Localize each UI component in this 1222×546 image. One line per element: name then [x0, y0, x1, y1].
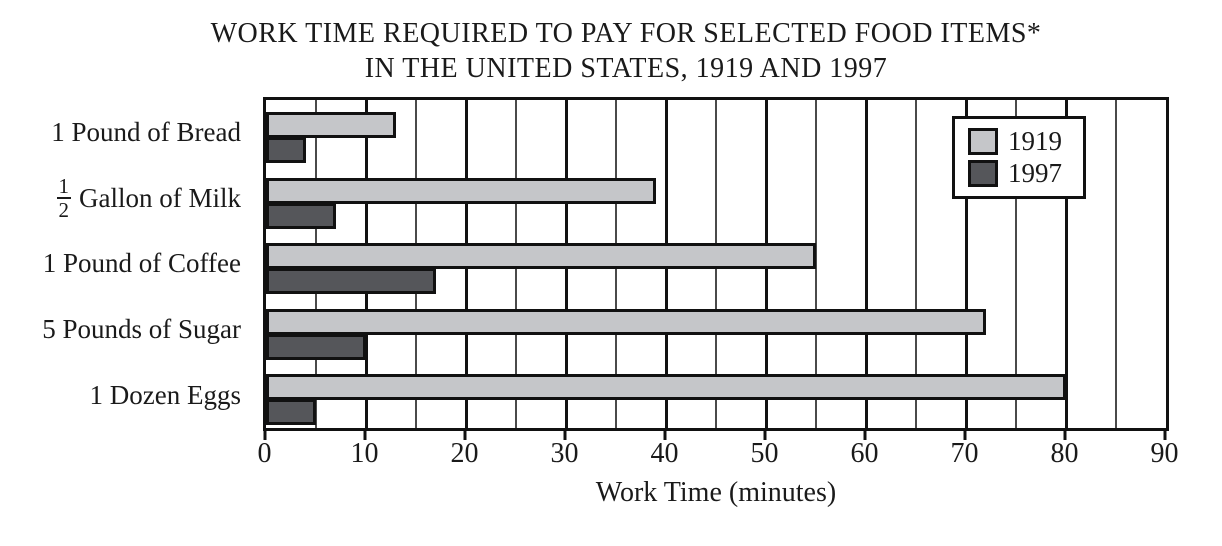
category-label-text: 5 Pounds of Sugar — [42, 314, 241, 345]
x-tick-label-20: 20 — [450, 438, 479, 469]
major-gridline-80 — [1064, 100, 1068, 428]
category-label-5-pounds-of-sugar: 5 Pounds of Sugar — [0, 297, 251, 363]
bar-1997-1-pound-of-coffee — [266, 268, 436, 295]
x-tick-mark-60 — [863, 429, 866, 440]
bar-1919-1-2-gallon-of-milk — [266, 177, 656, 204]
minor-gridline-65 — [915, 100, 917, 428]
category-label-1-pound-of-coffee: 1 Pound of Coffee — [0, 231, 251, 297]
category-label-1-pound-of-bread: 1 Pound of Bread — [0, 100, 251, 166]
x-tick-mark-50 — [763, 429, 766, 440]
chart-title-line1: WORK TIME REQUIRED TO PAY FOR SELECTED F… — [210, 18, 1042, 49]
x-tick-mark-0 — [263, 429, 266, 440]
x-tick-mark-90 — [1163, 429, 1166, 440]
legend-swatch-1919 — [968, 128, 998, 155]
x-tick-mark-70 — [963, 429, 966, 440]
major-gridline-70 — [964, 100, 968, 428]
minor-gridline-85 — [1115, 100, 1117, 428]
x-tick-mark-40 — [663, 429, 666, 440]
bar-1919-5-pounds-of-sugar — [266, 308, 986, 335]
bar-1919-1-dozen-eggs — [266, 374, 1066, 401]
x-tick-mark-20 — [463, 429, 466, 440]
chart-title-line2: IN THE UNITED STATES, 1919 AND 1997 — [364, 53, 888, 84]
x-tick-label-10: 10 — [350, 438, 379, 469]
major-gridline-60 — [864, 100, 868, 428]
legend-entry-1997: 1997 — [968, 160, 1083, 187]
bar-1997-1-2-gallon-of-milk — [266, 202, 336, 229]
x-tick-label-80: 80 — [1050, 438, 1079, 469]
bar-1997-1-dozen-eggs — [266, 399, 316, 426]
bar-1997-5-pounds-of-sugar — [266, 333, 366, 360]
legend: 1919 1997 — [952, 116, 1086, 199]
x-tick-label-40: 40 — [650, 438, 679, 469]
plot-area: 1919 1997 — [263, 97, 1169, 431]
x-tick-mark-80 — [1063, 429, 1066, 440]
category-label-gallon-of-milk: 1 2 Gallon of Milk — [0, 166, 251, 232]
x-tick-label-90: 90 — [1150, 438, 1179, 469]
bar-1919-1-pound-of-coffee — [266, 243, 816, 270]
legend-label-1997: 1997 — [1008, 158, 1062, 188]
chart-title: WORK TIME REQUIRED TO PAY FOR SELECTED F… — [30, 16, 1222, 86]
category-label-text: 1 Pound of Coffee — [42, 248, 241, 279]
x-tick-label-60: 60 — [850, 438, 879, 469]
x-tick-label-0: 0 — [257, 438, 272, 469]
legend-swatch-1997 — [968, 160, 998, 187]
legend-label-1919: 1919 — [1008, 126, 1062, 156]
x-tick-mark-10 — [363, 429, 366, 440]
bar-1997-1-pound-of-bread — [266, 137, 306, 163]
bar-1919-1-pound-of-bread — [266, 112, 396, 138]
x-tick-label-70: 70 — [950, 438, 979, 469]
category-label-text: Gallon of Milk — [79, 182, 241, 213]
x-axis-title: Work Time (minutes) — [595, 477, 837, 508]
x-tick-mark-30 — [563, 429, 566, 440]
category-label-1-dozen-eggs: 1 Dozen Eggs — [0, 362, 251, 428]
category-label-text: 1 Dozen Eggs — [89, 379, 241, 410]
x-tick-label-30: 30 — [550, 438, 579, 469]
x-tick-label-50: 50 — [750, 438, 779, 469]
legend-entry-1919: 1919 — [968, 128, 1083, 155]
minor-gridline-55 — [815, 100, 817, 428]
minor-gridline-75 — [1015, 100, 1017, 428]
category-label-text: 1 Pound of Bread — [51, 117, 241, 148]
plot-area-inner: 1919 1997 — [266, 100, 1166, 428]
